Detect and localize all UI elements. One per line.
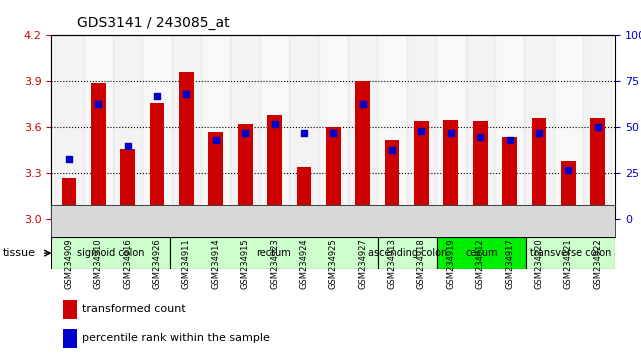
Bar (561, 161, 576, 219)
Point (93, 101, 103, 106)
Bar (150, 103, 164, 219)
Point (240, 130, 250, 136)
Bar (385, 140, 399, 219)
Bar (91, 83, 106, 219)
Bar (319, 35, 348, 219)
Bar (83, 35, 113, 219)
Bar (267, 115, 282, 219)
Point (445, 130, 456, 136)
Point (181, 91, 192, 97)
Bar (590, 118, 605, 219)
Point (475, 134, 485, 139)
Bar (179, 72, 194, 219)
Point (417, 128, 427, 134)
Bar (260, 35, 289, 219)
Bar (583, 35, 612, 219)
Bar (348, 35, 378, 219)
Text: transverse colon: transverse colon (530, 248, 612, 258)
Bar (414, 121, 429, 219)
Bar (473, 121, 488, 219)
Bar (531, 118, 546, 219)
Bar (326, 127, 340, 219)
Text: tissue: tissue (3, 248, 36, 258)
Point (64, 156, 74, 161)
Bar (378, 35, 407, 219)
Point (122, 143, 133, 149)
Bar (495, 35, 524, 219)
Point (387, 147, 397, 152)
Bar (208, 132, 223, 219)
Point (504, 137, 515, 143)
Bar (289, 35, 319, 219)
FancyBboxPatch shape (170, 237, 378, 269)
Point (358, 101, 368, 106)
FancyBboxPatch shape (526, 237, 615, 269)
Bar (436, 35, 465, 219)
Text: rectum: rectum (256, 248, 291, 258)
Text: cecum: cecum (465, 248, 498, 258)
Bar (231, 35, 260, 219)
Bar (407, 35, 436, 219)
Text: transformed count: transformed count (82, 304, 186, 314)
Bar (503, 137, 517, 219)
FancyBboxPatch shape (378, 237, 437, 269)
FancyBboxPatch shape (437, 237, 526, 269)
Bar (444, 120, 458, 219)
Point (152, 93, 162, 99)
Bar (113, 35, 142, 219)
Bar (465, 35, 495, 219)
Bar (238, 124, 253, 219)
Bar (62, 178, 76, 219)
Bar (297, 167, 312, 219)
Point (328, 130, 338, 136)
Bar (142, 35, 172, 219)
Bar (172, 35, 201, 219)
Bar (524, 35, 554, 219)
Point (534, 130, 544, 136)
Text: percentile rank within the sample: percentile rank within the sample (82, 333, 270, 343)
Text: ascending colon: ascending colon (368, 248, 447, 258)
Bar (554, 35, 583, 219)
Point (593, 125, 603, 130)
Point (211, 137, 221, 143)
Bar (54, 35, 83, 219)
FancyBboxPatch shape (51, 237, 170, 269)
Bar (201, 35, 231, 219)
Bar (121, 149, 135, 219)
Point (299, 130, 309, 136)
Point (269, 121, 279, 127)
Text: GDS3141 / 243085_at: GDS3141 / 243085_at (77, 16, 229, 30)
Bar (63, 329, 77, 348)
Point (563, 167, 574, 173)
Bar (355, 81, 370, 219)
Text: sigmoid colon: sigmoid colon (77, 248, 144, 258)
Bar (63, 300, 77, 319)
